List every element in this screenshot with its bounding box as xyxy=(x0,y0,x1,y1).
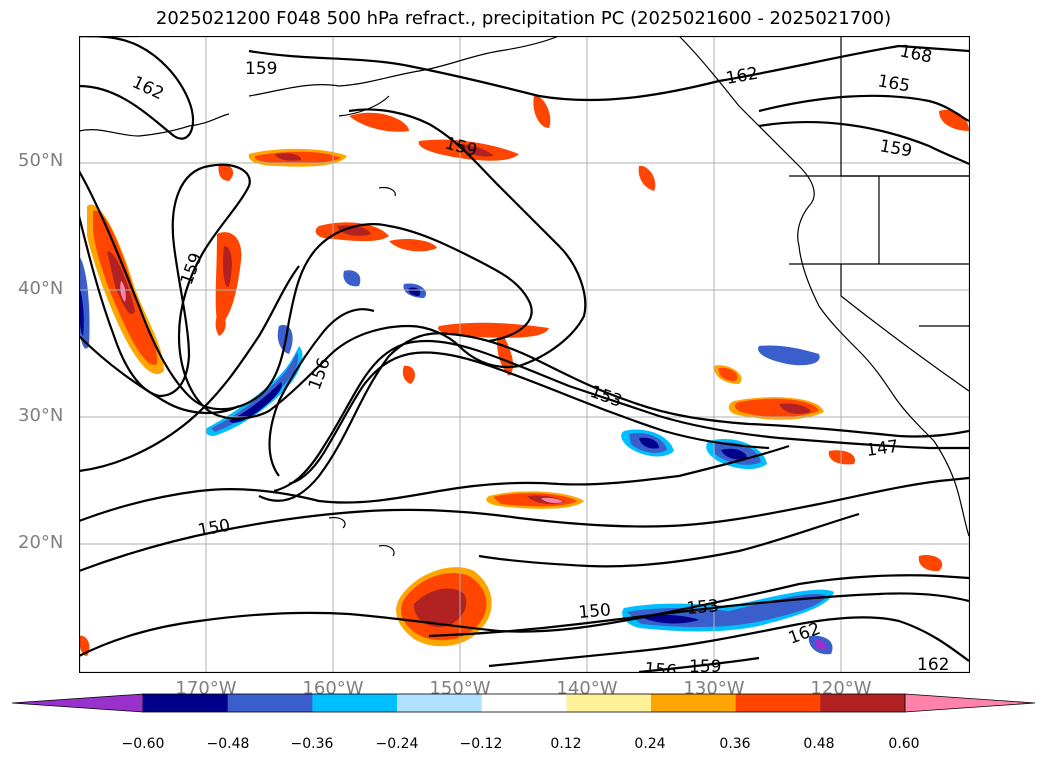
lat-label-20n: 20°N xyxy=(18,532,64,553)
contour-label: 150 xyxy=(578,600,612,623)
contour-label: 156 xyxy=(644,659,678,673)
refractivity-contours xyxy=(79,36,969,672)
lat-label-50n: 50°N xyxy=(18,150,64,171)
contour-label: 153 xyxy=(686,596,720,619)
colorbar-tick-label: −0.48 xyxy=(206,736,250,752)
colorbar-segment xyxy=(820,694,906,712)
colorbar-segment xyxy=(651,694,737,712)
colorbar-arrow-right xyxy=(904,693,1036,713)
contour-label: 159 xyxy=(689,657,721,673)
coastlines xyxy=(79,36,969,557)
colorbar-tick-label: −0.36 xyxy=(290,736,334,752)
colorbar-tick-label: −0.60 xyxy=(121,736,165,752)
colorbar-tick-label: 0.36 xyxy=(719,736,751,752)
colorbar-segment xyxy=(227,694,313,712)
colorbar-arrow-left xyxy=(11,693,144,713)
colorbar-segment xyxy=(397,694,483,712)
colorbar-segment xyxy=(735,694,821,712)
colorbar-tick-label: 0.60 xyxy=(888,736,920,752)
colorbar xyxy=(11,693,1036,713)
colorbar-tick-label: 0.12 xyxy=(550,736,582,752)
colorbar-segment xyxy=(481,694,567,712)
colorbar-tick-label: −0.12 xyxy=(459,736,503,752)
colorbar-segment xyxy=(312,694,398,712)
contour-label: 147 xyxy=(865,437,900,461)
map-panel: 159 162 159 168 165 162 159 159 156 153 … xyxy=(79,36,970,673)
contour-label: 159 xyxy=(245,59,277,79)
colorbar-tick-label: 0.24 xyxy=(634,736,666,752)
colorbar-tick-label: 0.48 xyxy=(803,736,835,752)
lat-label-30n: 30°N xyxy=(18,405,64,426)
lat-label-40n: 40°N xyxy=(18,278,64,299)
map-border xyxy=(79,36,970,673)
contour-label: 162 xyxy=(917,655,949,673)
colorbar-segment xyxy=(566,694,652,712)
map-title: 2025021200 F048 500 hPa refract., precip… xyxy=(155,8,892,29)
colorbar-tick-label: −0.24 xyxy=(375,736,419,752)
colorbar-segment xyxy=(143,694,229,712)
